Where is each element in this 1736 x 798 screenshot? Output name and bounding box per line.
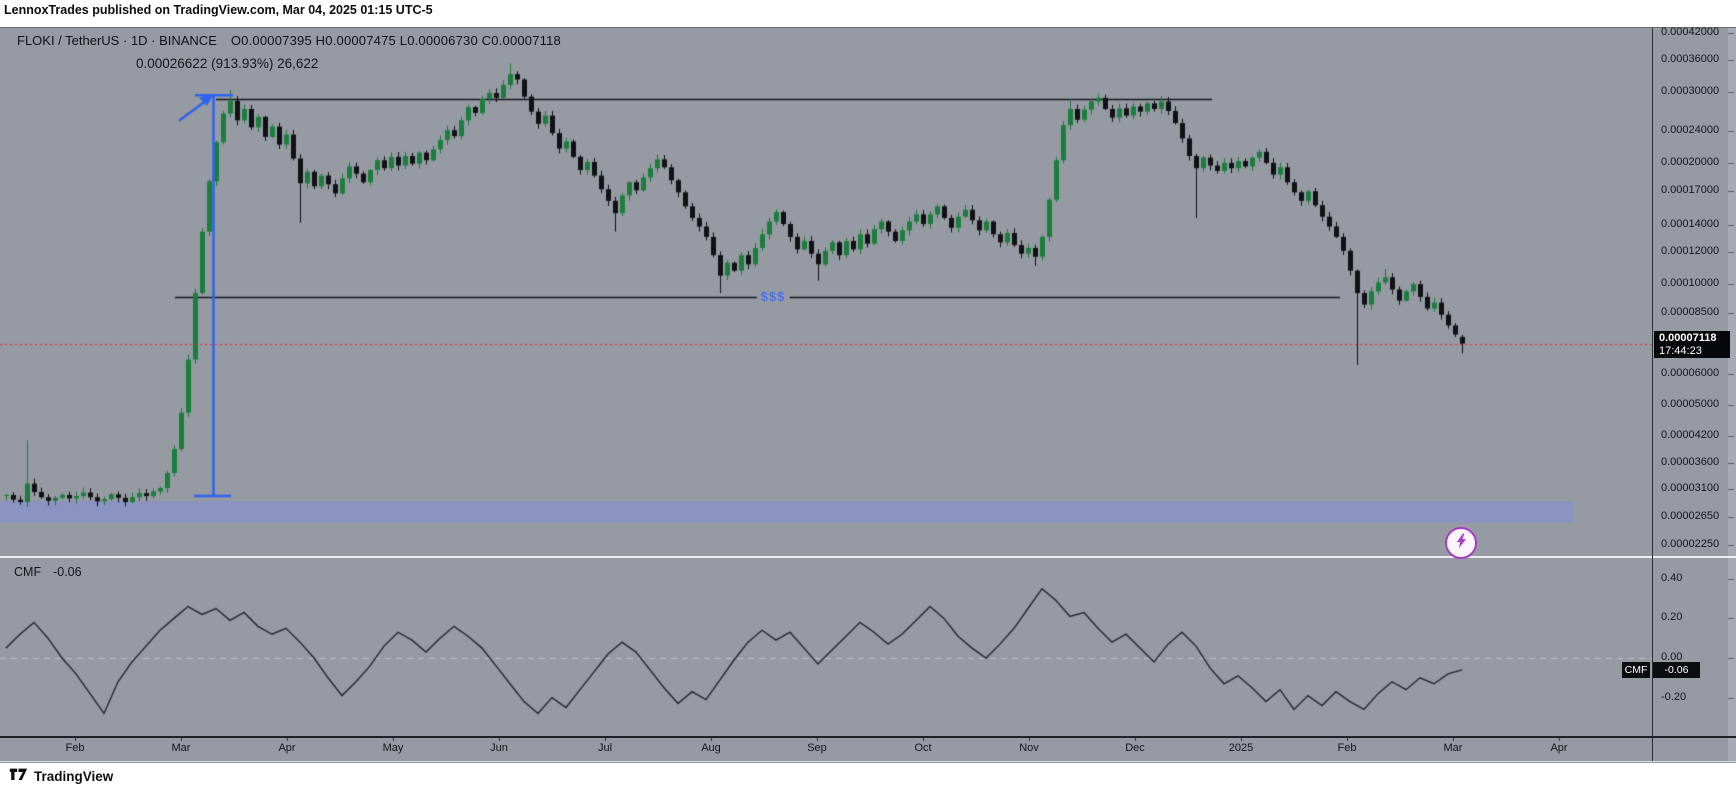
last-price-badge: 0.00007118 17:44:23 bbox=[1654, 331, 1730, 358]
tradingview-branding[interactable]: TradingView bbox=[9, 766, 113, 787]
support-dollars-label[interactable]: $$$ bbox=[756, 289, 790, 305]
price-axis-border bbox=[1652, 28, 1653, 761]
lightning-icon bbox=[1452, 532, 1470, 555]
price-tick-label: 0.00005000 bbox=[1661, 398, 1720, 411]
month-label[interactable]: Mar bbox=[171, 742, 191, 754]
month-label[interactable]: Apr bbox=[278, 742, 296, 754]
price-tick-label: 0.00002650 bbox=[1661, 509, 1720, 522]
month-label[interactable]: May bbox=[382, 742, 404, 754]
symbol-name[interactable]: FLOKI / TetherUS · 1D · BINANCE bbox=[17, 33, 217, 48]
month-label[interactable]: Feb bbox=[1337, 742, 1357, 754]
symbol-title-row: FLOKI / TetherUS · 1D · BINANCE O0.000073… bbox=[17, 33, 561, 48]
price-tick-label: 0.00008500 bbox=[1661, 305, 1720, 318]
bar-countdown: 17:44:23 bbox=[1659, 345, 1702, 357]
price-tick-label: 0.00036000 bbox=[1661, 52, 1720, 65]
price-tick-label: 0.00042000 bbox=[1661, 26, 1720, 38]
tradingview-logo-icon bbox=[9, 766, 28, 787]
quick-action-fab[interactable] bbox=[1445, 527, 1477, 559]
cmf-indicator-header[interactable]: CMF -0.06 bbox=[14, 565, 82, 579]
month-label[interactable]: Nov bbox=[1019, 742, 1039, 754]
month-label[interactable]: Mar bbox=[1443, 742, 1463, 754]
price-tick-label: 0.00024000 bbox=[1661, 123, 1720, 136]
cmf-axis-name-chip: CMF bbox=[1622, 662, 1650, 678]
cmf-tick-label: -0.20 bbox=[1661, 690, 1687, 703]
month-label[interactable]: Apr bbox=[1550, 742, 1568, 754]
time-axis-border bbox=[0, 736, 1736, 738]
price-tick-label: 0.00004200 bbox=[1661, 429, 1720, 441]
price-tick-label: 0.00003600 bbox=[1661, 455, 1720, 468]
price-tick-label: 0.00002250 bbox=[1661, 538, 1720, 551]
month-label[interactable]: Sep bbox=[807, 742, 827, 754]
last-price-value: 0.00007118 bbox=[1659, 332, 1717, 344]
price-tick-label: 0.00030000 bbox=[1661, 84, 1720, 97]
month-label[interactable]: Aug bbox=[701, 742, 721, 754]
month-label[interactable]: Oct bbox=[914, 742, 932, 754]
tradingview-logo-text: TradingView bbox=[34, 769, 114, 784]
cmf-tick-label: 0.00 bbox=[1661, 651, 1683, 663]
month-label[interactable]: Jul bbox=[597, 742, 613, 754]
ohlc-values: O0.00007395 H0.00007475 L0.00006730 C0.0… bbox=[230, 33, 561, 48]
measure-annotation[interactable]: 0.00026622 (913.93%) 26,622 bbox=[136, 56, 319, 71]
chart-bottom-border bbox=[0, 761, 1736, 762]
price-tick-label: 0.00006000 bbox=[1661, 366, 1720, 379]
price-tick-label: 0.00003100 bbox=[1661, 482, 1720, 495]
pane-separator[interactable] bbox=[0, 556, 1736, 558]
month-label[interactable]: Jun bbox=[490, 742, 508, 754]
month-label[interactable]: Dec bbox=[1125, 742, 1145, 754]
cmf-indicator-name[interactable]: CMF bbox=[14, 565, 42, 579]
price-tick-label: 0.00012000 bbox=[1661, 245, 1720, 258]
price-tick-label: 0.00017000 bbox=[1661, 184, 1720, 197]
price-tick-label: 0.00020000 bbox=[1661, 155, 1720, 168]
month-label[interactable]: 2025 bbox=[1228, 742, 1254, 754]
price-tick-label: 0.00014000 bbox=[1661, 218, 1720, 231]
month-label[interactable]: Feb bbox=[65, 742, 85, 754]
cmf-indicator-value: -0.06 bbox=[53, 565, 82, 579]
cmf-axis-value-chip: -0.06 bbox=[1653, 662, 1700, 678]
price-tick-label: 0.00010000 bbox=[1661, 277, 1720, 290]
cmf-tick-label: 0.20 bbox=[1661, 611, 1683, 624]
cmf-tick-label: 0.40 bbox=[1661, 571, 1683, 584]
